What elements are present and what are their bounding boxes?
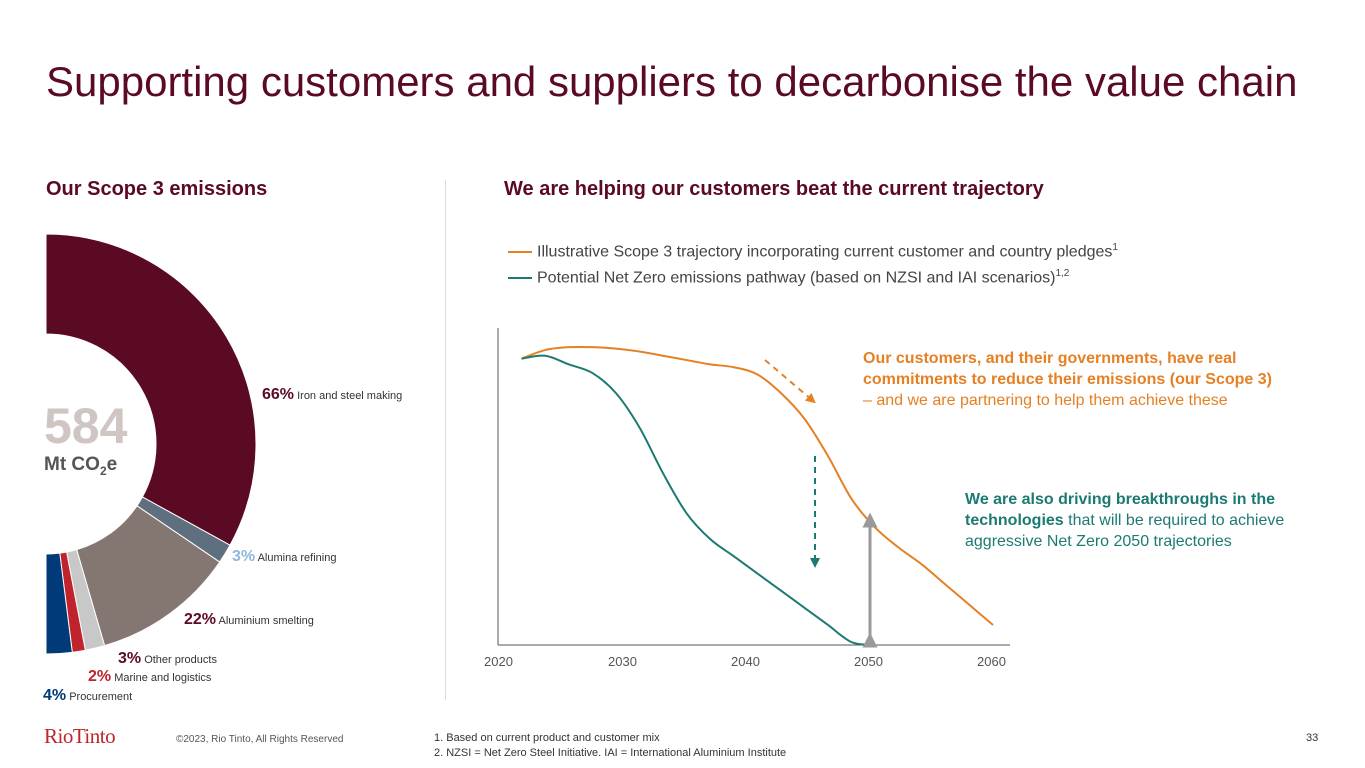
page-title: Supporting customers and suppliers to de… [46,58,1298,105]
x-tick-2030: 2030 [608,654,637,669]
donut-pct-marine: 2% [88,668,112,685]
donut-pct-aluminium: 22% [184,611,217,628]
donut-pct-other-products: 3% [118,650,142,667]
footnote-2: 2. NZSI = Net Zero Steel Initiative. IAI… [434,747,787,759]
donut-pct-alumina: 3% [232,548,256,565]
donut-pct-iron-steel: 66% [262,386,295,403]
total-emissions-value: 584 [44,398,128,454]
trajectory-line-chart [497,328,1010,648]
x-tick-2040: 2040 [731,654,760,669]
legend-orange-text: Illustrative Scope 3 trajectory incorpor… [537,242,1118,261]
donut-label-procurement: 4% Procurement [43,687,133,704]
section-divider [445,180,446,700]
footnote-1: 1. Based on current product and customer… [434,732,660,744]
donut-label-aluminium: 22% Aluminium smelting [184,611,314,628]
donut-label-marine: 2% Marine and logistics [88,668,212,685]
donut-label-iron-steel: 66% Iron and steel making [262,386,403,403]
rio-tinto-logo: RioTinto [44,724,116,748]
legend-teal-text: Potential Net Zero emissions pathway (ba… [537,268,1070,287]
legend-orange-swatch [508,251,532,253]
trajectory-section-title: We are helping our customers beat the cu… [504,178,1044,200]
customer-commitments-annotation: Our customers, and their governments, ha… [863,350,1272,409]
x-tick-2060: 2060 [977,654,1006,669]
orange-dashed-arrow [764,359,816,404]
technology-breakthroughs-annotation: We are also driving breakthroughs in the… [965,491,1285,550]
series-line-scope3-trajectory [521,345,994,626]
total-emissions-unit: Mt CO2e [44,454,118,478]
scope3-section-title: Our Scope 3 emissions [46,178,268,200]
legend-teal-swatch [508,277,532,279]
scope3-donut-chart [45,233,257,655]
donut-pct-procurement: 4% [43,687,67,704]
donut-label-other-products: 3% Other products [118,650,217,667]
x-tick-2050: 2050 [854,654,883,669]
copyright-text: ©2023, Rio Tinto, All Rights Reserved [176,734,344,745]
series-line-net-zero-pathway [521,354,876,646]
donut-label-alumina: 3% Alumina refining [232,548,337,565]
page-number: 33 [1306,732,1319,744]
donut-slice-procurement [45,552,73,655]
x-tick-2020: 2020 [484,654,513,669]
donut-slice-iron-and-steel-making [45,233,257,546]
